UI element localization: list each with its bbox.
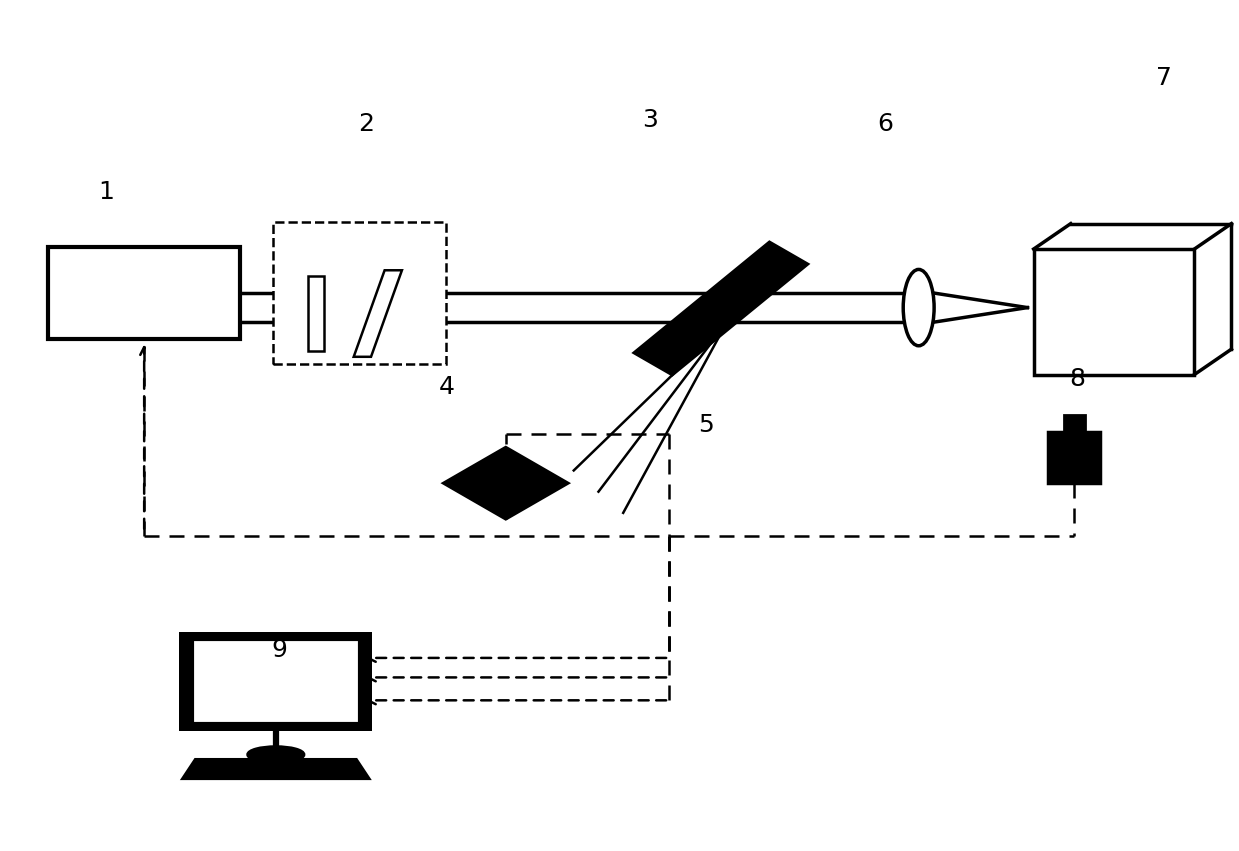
Bar [1048, 432, 1100, 483]
Text: 6: 6 [877, 112, 893, 136]
Text: 1: 1 [99, 180, 114, 204]
Bar [1064, 415, 1085, 432]
Text: 2: 2 [358, 112, 374, 136]
Ellipse shape [248, 747, 304, 762]
Text: 3: 3 [643, 108, 658, 132]
Bar [1033, 249, 1194, 374]
Bar [180, 632, 372, 731]
Text: 9: 9 [271, 638, 287, 662]
Polygon shape [183, 760, 368, 779]
Text: 5: 5 [698, 414, 714, 437]
Bar [274, 222, 446, 364]
Polygon shape [353, 271, 401, 357]
Text: 8: 8 [1069, 367, 1085, 391]
Text: 7: 7 [1156, 66, 1171, 89]
Bar [48, 248, 240, 339]
Bar [309, 277, 325, 351]
Bar [192, 639, 359, 724]
Text: 4: 4 [439, 375, 455, 399]
Polygon shape [634, 243, 808, 374]
Polygon shape [444, 448, 567, 519]
Ellipse shape [903, 270, 934, 346]
